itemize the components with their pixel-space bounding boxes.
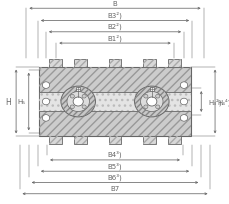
Bar: [74, 137, 86, 144]
Bar: [168, 137, 180, 144]
Bar: [49, 137, 61, 144]
Circle shape: [180, 115, 187, 122]
Circle shape: [42, 82, 49, 89]
Bar: [142, 60, 155, 67]
Circle shape: [67, 92, 89, 112]
Bar: [168, 60, 180, 67]
Bar: [39, 67, 190, 137]
Circle shape: [61, 87, 95, 117]
Bar: [142, 137, 155, 144]
Bar: [74, 60, 86, 67]
Circle shape: [140, 92, 162, 112]
Circle shape: [180, 99, 187, 105]
Bar: [49, 137, 61, 144]
Text: B3²): B3²): [107, 11, 122, 19]
Circle shape: [82, 105, 86, 109]
Bar: [168, 137, 180, 144]
Text: B7: B7: [110, 185, 119, 191]
Text: B1²): B1²): [107, 34, 122, 41]
Text: B2²): B2²): [107, 23, 122, 30]
Circle shape: [70, 105, 74, 109]
Bar: [108, 137, 121, 144]
Circle shape: [155, 105, 159, 109]
Text: H₄⁴): H₄⁴): [216, 98, 229, 106]
Bar: [49, 60, 61, 67]
Circle shape: [73, 98, 83, 106]
Circle shape: [180, 82, 187, 89]
Bar: [39, 67, 190, 137]
Circle shape: [42, 115, 49, 122]
Circle shape: [146, 98, 156, 106]
Bar: [74, 137, 86, 144]
Text: B6³): B6³): [107, 173, 122, 180]
Circle shape: [143, 95, 147, 99]
Bar: [108, 137, 121, 144]
Text: H: H: [5, 98, 11, 106]
Bar: [168, 60, 180, 67]
Text: B4³): B4³): [107, 150, 122, 158]
Bar: [74, 60, 86, 67]
Text: H₅: H₅: [18, 99, 26, 105]
Circle shape: [143, 105, 147, 109]
Bar: [142, 137, 155, 144]
Bar: [39, 93, 190, 111]
Bar: [39, 93, 190, 111]
Text: B: B: [112, 1, 117, 7]
Bar: [142, 60, 155, 67]
Bar: [49, 60, 61, 67]
Circle shape: [70, 95, 74, 99]
Circle shape: [82, 95, 86, 99]
Bar: [76, 88, 80, 92]
Circle shape: [134, 87, 168, 117]
Circle shape: [155, 95, 159, 99]
Bar: [108, 60, 121, 67]
Bar: [108, 60, 121, 67]
Text: B5³): B5³): [107, 161, 122, 169]
Bar: [149, 88, 153, 92]
Circle shape: [42, 99, 49, 105]
Text: H₃²): H₃²): [207, 98, 221, 106]
